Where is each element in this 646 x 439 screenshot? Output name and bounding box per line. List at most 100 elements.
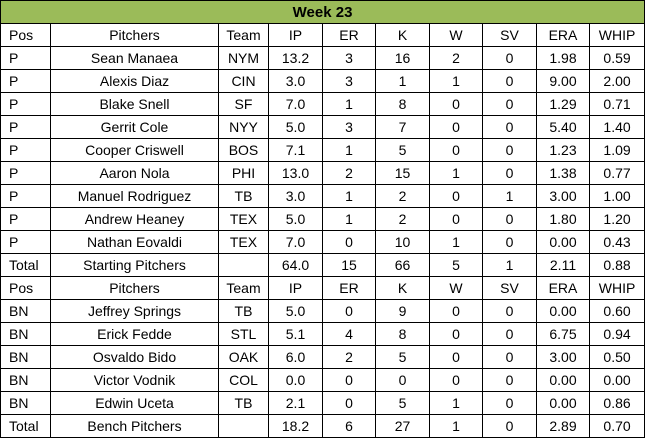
cell-whip: WHIP [588,23,646,47]
cell-era: 0.00 [536,230,590,254]
cell-sv: 0 [482,92,537,116]
cell-pos: Total [0,253,51,277]
cell-er: 1 [322,184,376,208]
cell-pitchers: Andrew Heaney [50,207,219,231]
cell-er: ER [322,23,376,47]
cell-team: BOS [218,138,269,162]
cell-whip: 0.86 [588,391,646,415]
cell-ip: 13.2 [268,46,323,70]
cell-pitchers: Aaron Nola [50,161,219,185]
cell-team: OAK [218,345,269,369]
cell-k: 15 [375,161,430,185]
cell-ip: 7.0 [268,92,323,116]
table-row: P Nathan Eovaldi TEX 7.0 0 10 1 0 0.00 0.43 [0,230,646,254]
cell-whip: 0.59 [588,46,646,70]
cell-pos: BN [0,368,51,392]
table-row: P Aaron Nola PHI 13.0 2 15 1 0 1.38 0.77 [0,161,646,185]
cell-era: 2.11 [536,253,590,277]
cell-er: 0 [322,230,376,254]
cell-k: K [375,23,430,47]
cell-er: 2 [322,345,376,369]
cell-whip: WHIP [588,276,646,300]
cell-k: 8 [375,92,430,116]
cell-w: 0 [429,345,483,369]
cell-sv: 0 [482,207,537,231]
table-title: Week 23 [0,0,646,24]
cell-ip: IP [268,276,323,300]
cell-pitchers: Alexis Diaz [50,69,219,93]
cell-w: 1 [429,69,483,93]
cell-sv: 0 [482,161,537,185]
cell-k: 2 [375,184,430,208]
cell-ip: 18.2 [268,414,323,438]
cell-k: 5 [375,138,430,162]
cell-w: W [429,23,483,47]
cell-team: COL [218,368,269,392]
cell-ip: 5.0 [268,115,323,139]
cell-pos: P [0,69,51,93]
cell-whip: 1.40 [588,115,646,139]
cell-er: 3 [322,69,376,93]
cell-er: ER [322,276,376,300]
cell-ip: 3.0 [268,184,323,208]
cell-pos: P [0,115,51,139]
cell-ip: 2.1 [268,391,323,415]
cell-er: 0 [322,299,376,323]
cell-w: 0 [429,299,483,323]
cell-w: 0 [429,92,483,116]
cell-team: TB [218,184,269,208]
cell-whip: 0.88 [588,253,646,277]
cell-er: 3 [322,46,376,70]
cell-era: 1.98 [536,46,590,70]
cell-pitchers: Blake Snell [50,92,219,116]
cell-k: 27 [375,414,430,438]
cell-w: W [429,276,483,300]
cell-er: 1 [322,207,376,231]
cell-w: 1 [429,414,483,438]
cell-era: 6.75 [536,322,590,346]
cell-team: Team [218,23,269,47]
cell-sv: SV [482,23,537,47]
cell-ip: 7.1 [268,138,323,162]
cell-k: 7 [375,115,430,139]
cell-ip: 6.0 [268,345,323,369]
cell-sv: 0 [482,230,537,254]
cell-er: 4 [322,322,376,346]
cell-pos: P [0,184,51,208]
cell-pitchers: Victor Vodnik [50,368,219,392]
cell-w: 1 [429,230,483,254]
table-row: P Gerrit Cole NYY 5.0 3 7 0 0 5.40 1.40 [0,115,646,139]
table-row: P Sean Manaea NYM 13.2 3 16 2 0 1.98 0.59 [0,46,646,70]
cell-whip: 2.00 [588,69,646,93]
cell-pitchers: Cooper Criswell [50,138,219,162]
cell-whip: 0.70 [588,414,646,438]
cell-team: NYM [218,46,269,70]
cell-era: ERA [536,276,590,300]
cell-whip: 0.43 [588,230,646,254]
cell-pitchers: Pitchers [50,23,219,47]
cell-er: 6 [322,414,376,438]
cell-pos: P [0,92,51,116]
cell-team: TEX [218,230,269,254]
cell-er: 3 [322,115,376,139]
cell-whip: 0.71 [588,92,646,116]
cell-whip: 0.77 [588,161,646,185]
cell-sv: 0 [482,322,537,346]
cell-sv: 0 [482,299,537,323]
header-row: Pos Pitchers Team IP ER K W SV ERA WHIP [0,276,646,300]
cell-pitchers: Jeffrey Springs [50,299,219,323]
cell-ip: IP [268,23,323,47]
cell-er: 2 [322,161,376,185]
cell-k: K [375,276,430,300]
cell-pos: P [0,138,51,162]
cell-team: STL [218,322,269,346]
cell-pitchers: Osvaldo Bido [50,345,219,369]
cell-k: 1 [375,69,430,93]
table-row: P Alexis Diaz CIN 3.0 3 1 1 0 9.00 2.00 [0,69,646,93]
cell-whip: 1.09 [588,138,646,162]
cell-k: 5 [375,391,430,415]
cell-ip: 13.0 [268,161,323,185]
cell-w: 1 [429,391,483,415]
cell-k: 16 [375,46,430,70]
cell-team: SF [218,92,269,116]
